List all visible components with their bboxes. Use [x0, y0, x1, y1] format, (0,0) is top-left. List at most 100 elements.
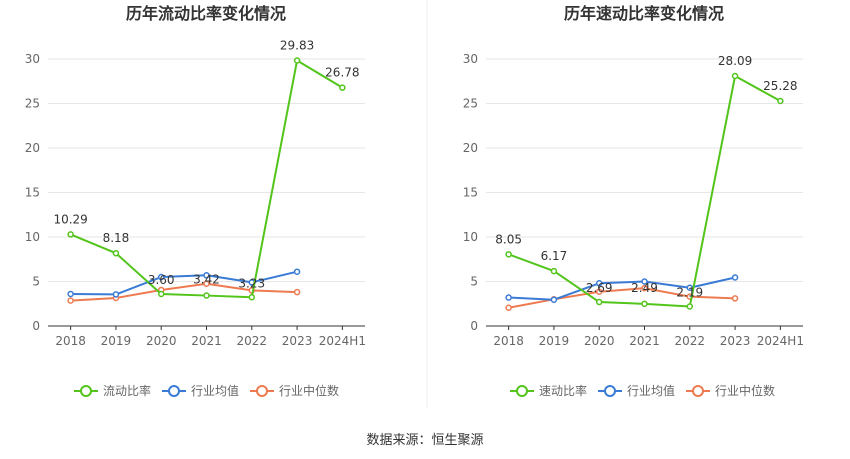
- current-ratio-chart: 历年流动比率变化情况 0 5 10 15 20 25 30 2018 2019 2020 2021 2…: [25, 4, 366, 398]
- data-label: 26.78: [325, 66, 359, 80]
- x-tick-label: 2019: [101, 334, 132, 348]
- data-point[interactable]: [293, 288, 301, 296]
- legend-marker: [604, 385, 616, 397]
- data-label: 6.17: [541, 249, 568, 263]
- data-point[interactable]: [595, 288, 603, 295]
- y-tick-label: 30: [25, 52, 40, 66]
- data-label: 3.60: [148, 273, 175, 287]
- data-label: 3.42: [193, 273, 220, 287]
- data-label: 10.29: [53, 212, 87, 226]
- data-label: 3.23: [238, 276, 265, 290]
- y-tick-label: 20: [463, 141, 478, 155]
- data-point[interactable]: [293, 268, 301, 275]
- data-point[interactable]: [339, 84, 346, 91]
- legend-label: 流动比率: [103, 383, 151, 398]
- legend-marker: [692, 385, 704, 397]
- primary-series: 10.29 8.18 3.60 3.42 3.23 29.83 26.78: [53, 39, 360, 301]
- legend-item-industry-median-series[interactable]: 行业中位数: [686, 383, 775, 398]
- data-point[interactable]: [777, 97, 784, 105]
- data-label: 28.09: [718, 54, 752, 68]
- data-label: 2.19: [676, 286, 703, 300]
- legend-marker: [80, 385, 92, 397]
- x-tick-label: 2023: [720, 334, 751, 348]
- data-point[interactable]: [203, 292, 210, 299]
- data-label: 25.28: [763, 79, 797, 93]
- data-point[interactable]: [641, 278, 648, 285]
- data-point[interactable]: [157, 290, 165, 298]
- legend-label: 行业均值: [627, 383, 675, 398]
- series-line: [70, 282, 298, 302]
- legend-marker: [168, 385, 180, 397]
- series-line: [70, 59, 343, 299]
- x-tick-label: 2021: [629, 334, 660, 348]
- y-tick-label: 10: [463, 230, 478, 244]
- data-point[interactable]: [203, 272, 210, 279]
- data-label: 8.18: [103, 231, 130, 245]
- data-point[interactable]: [595, 298, 603, 306]
- x-tick-label: 2020: [584, 334, 615, 348]
- x-tick-label: 2018: [493, 334, 524, 348]
- data-point[interactable]: [112, 249, 120, 257]
- source-label: 数据来源：: [366, 433, 432, 448]
- legend-item-industry-median-series[interactable]: 行业中位数: [250, 383, 339, 398]
- data-point[interactable]: [686, 303, 694, 310]
- data-label: 2.69: [586, 281, 613, 295]
- x-tick-label: 2020: [146, 334, 177, 348]
- legend-label: 行业中位数: [279, 383, 339, 398]
- y-tick-label: 0: [32, 319, 40, 333]
- x-tick-label: 2022: [237, 334, 268, 348]
- data-point[interactable]: [112, 291, 120, 298]
- chart-title: 历年流动比率变化情况: [126, 4, 286, 23]
- y-tick-label: 25: [463, 97, 478, 111]
- data-point[interactable]: [67, 297, 74, 304]
- legend-item-primary-series[interactable]: 流动比率: [74, 383, 151, 398]
- legend-label: 行业均值: [191, 383, 239, 398]
- legend-item-primary-series[interactable]: 速动比率: [510, 383, 587, 398]
- data-point[interactable]: [203, 280, 210, 287]
- x-tick-label: 2021: [191, 334, 222, 348]
- data-point[interactable]: [641, 300, 648, 308]
- x-tick-label: 2024H1: [319, 334, 366, 348]
- x-tick-label: 2022: [675, 334, 706, 348]
- series-line: [70, 270, 298, 296]
- data-point[interactable]: [731, 295, 739, 302]
- data-point[interactable]: [505, 304, 512, 312]
- y-tick-label: 5: [32, 275, 40, 289]
- y-tick-label: 15: [25, 186, 40, 200]
- data-label: 2.49: [631, 281, 658, 295]
- x-tick-label: 2024H1: [757, 334, 804, 348]
- data-point[interactable]: [248, 294, 256, 301]
- data-point[interactable]: [731, 72, 739, 80]
- data-source-note: 数据来源：恒生聚源: [0, 429, 850, 448]
- x-tick-label: 2023: [282, 334, 313, 348]
- legend-item-industry-average-series[interactable]: 行业均值: [598, 383, 675, 398]
- y-tick-label: 5: [470, 275, 478, 289]
- data-point[interactable]: [595, 280, 603, 287]
- y-tick-label: 30: [463, 52, 478, 66]
- y-tick-label: 10: [25, 230, 40, 244]
- data-label: 29.83: [280, 39, 314, 53]
- data-point[interactable]: [157, 273, 165, 281]
- data-point[interactable]: [67, 231, 74, 238]
- quick-ratio-chart: 历年速动比率变化情况 0 5 10 15 20 25 30 2018 2019 2020 2021 2…: [463, 4, 804, 398]
- source-value: 恒生聚源: [431, 433, 484, 448]
- data-point[interactable]: [550, 267, 558, 275]
- chart-title: 历年速动比率变化情况: [564, 4, 724, 23]
- industry-average-series: [67, 268, 301, 298]
- data-point[interactable]: [505, 294, 512, 301]
- data-point[interactable]: [731, 274, 739, 281]
- series-line: [508, 276, 736, 301]
- x-tick-label: 2018: [55, 334, 86, 348]
- legend-label: 行业中位数: [715, 383, 775, 398]
- primary-series: 8.05 6.17 2.69 2.49 2.19 28.09 25.28: [495, 54, 798, 310]
- y-tick-label: 0: [470, 319, 478, 333]
- legend-marker: [256, 385, 268, 397]
- series-line: [508, 287, 736, 309]
- legend-item-industry-average-series[interactable]: 行业均值: [162, 383, 239, 398]
- data-point[interactable]: [550, 296, 558, 303]
- data-point[interactable]: [686, 284, 694, 291]
- data-point[interactable]: [505, 251, 512, 258]
- data-point[interactable]: [67, 290, 74, 298]
- data-point[interactable]: [641, 284, 648, 292]
- data-point[interactable]: [293, 57, 301, 64]
